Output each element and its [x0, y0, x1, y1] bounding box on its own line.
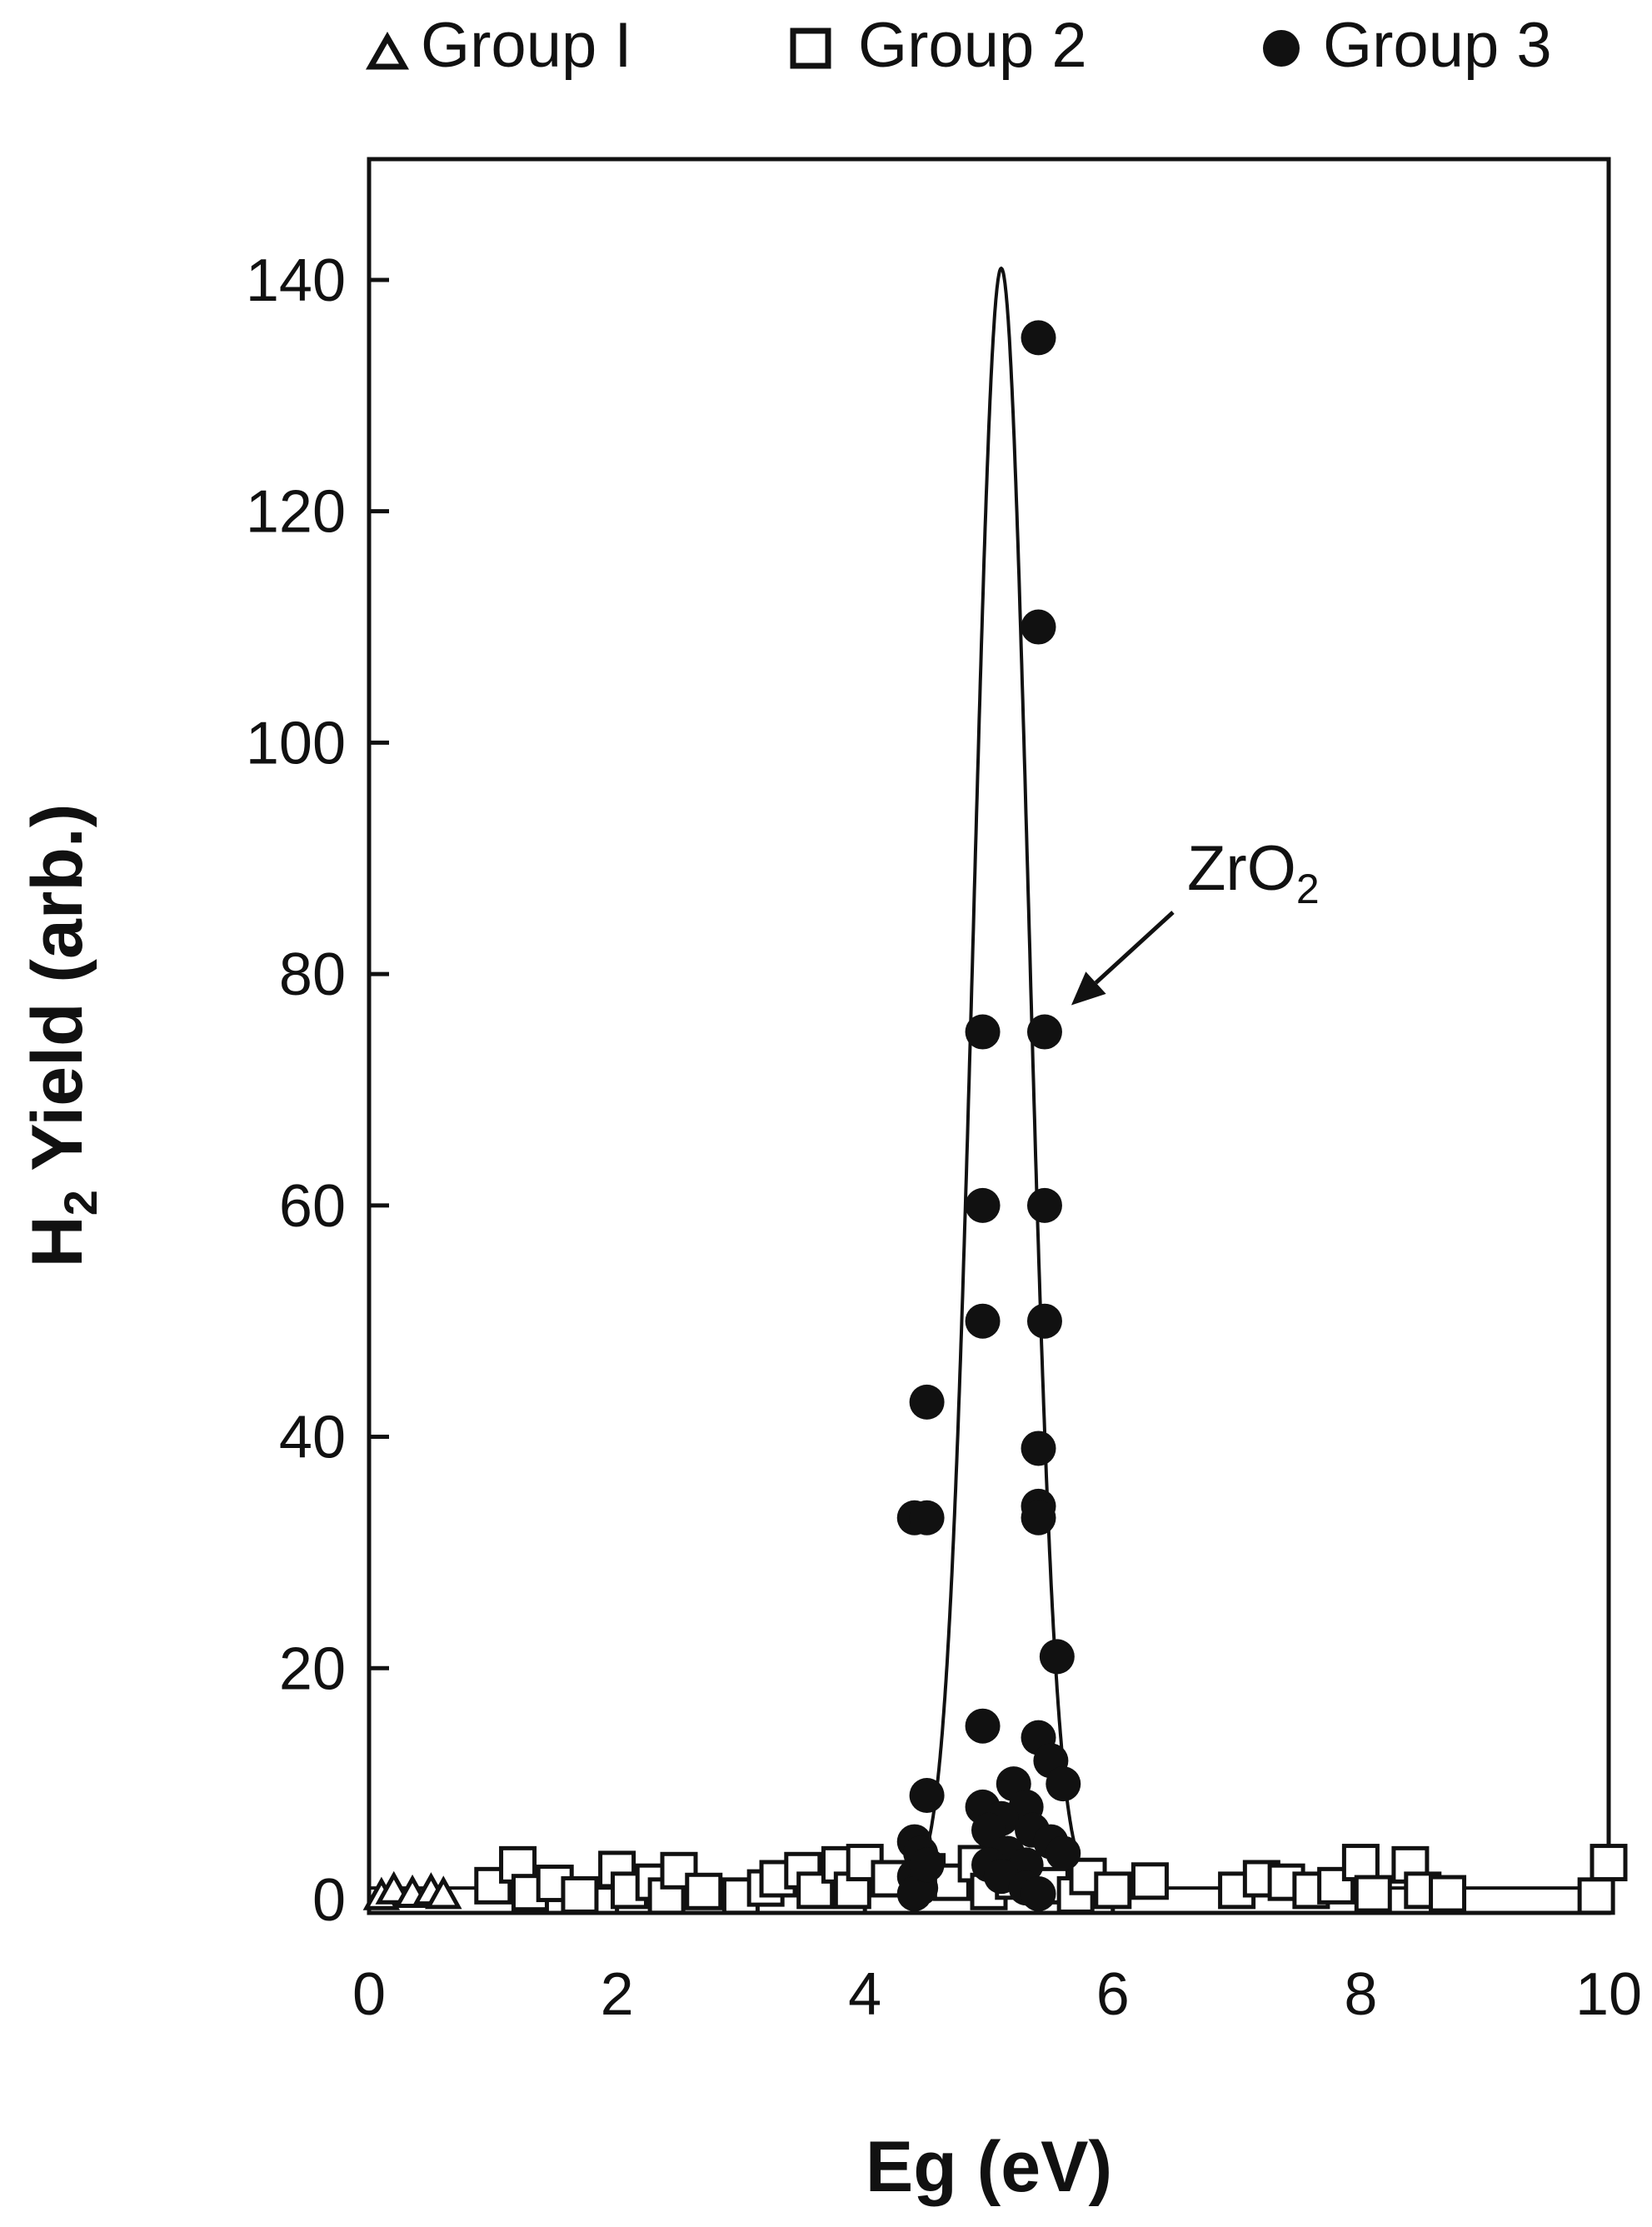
- group-3-point: [965, 1014, 1001, 1050]
- group-3-point: [1026, 1303, 1062, 1339]
- y-tick-label: 100: [246, 710, 346, 776]
- x-tick-label: 10: [1575, 1961, 1642, 2028]
- group-3-point: [1021, 1500, 1056, 1535]
- group-3-point: [1046, 1766, 1081, 1802]
- y-tick-label: 0: [312, 1867, 346, 1934]
- x-tick-label: 0: [352, 1961, 386, 2028]
- group-2-point: [685, 1872, 723, 1910]
- group-3-point: [909, 1384, 945, 1420]
- fit-curve-layer: [840, 266, 1163, 1890]
- group-3-point: [896, 1876, 932, 1912]
- y-tick-label: 80: [279, 941, 346, 1008]
- group-3-point: [965, 1187, 1001, 1223]
- group-3-point: [1021, 1876, 1056, 1912]
- annotation-label: ZrO2: [1187, 833, 1320, 912]
- group-2-point: [1577, 1877, 1615, 1915]
- group-3-point: [1021, 609, 1056, 645]
- plot-frame: [367, 157, 1611, 1915]
- annotation-arrow-head-icon: [1071, 971, 1106, 1006]
- group-2-point: [1354, 1875, 1392, 1913]
- y-tick-label: 40: [279, 1405, 346, 1471]
- y-axis-ticks: 0 20 40 60 80 100 120 140: [246, 247, 389, 1934]
- y-tick-label: 20: [279, 1635, 346, 1702]
- legend-item-group-1: Group I: [365, 10, 631, 81]
- legend-item-group-3: Group 3: [1263, 10, 1552, 81]
- x-tick-label: 4: [848, 1961, 881, 2028]
- y-axis-label: H2 Yield (arb.): [17, 804, 107, 1268]
- y-tick-label: 60: [279, 1173, 346, 1240]
- group-2-point: [1317, 1866, 1355, 1905]
- group-1-point: [425, 1875, 462, 1910]
- legend-label-group-3: Group 3: [1323, 10, 1552, 81]
- group-3-point: [1021, 320, 1056, 356]
- y-tick-label: 120: [246, 479, 346, 546]
- group-3-point: [1021, 1431, 1056, 1466]
- legend: Group I Group 2 Group 3: [365, 10, 1552, 81]
- y-axis-label-suffix: Yield (arb.): [17, 804, 97, 1191]
- x-tick-label: 2: [601, 1961, 634, 2028]
- group-2-point: [1094, 1871, 1132, 1910]
- group-2-point: [1130, 1862, 1169, 1900]
- legend-label-group-1: Group I: [421, 10, 631, 81]
- fit-curve-line: [840, 266, 1163, 1890]
- x-axis-ticks: 0 2 4 6 8 10: [352, 1895, 1642, 2028]
- group-3-point: [909, 1847, 945, 1883]
- x-axis-label: Eg (eV): [866, 2127, 1112, 2207]
- annotation-label-sub: 2: [1296, 866, 1320, 912]
- group-2-point: [1429, 1875, 1467, 1913]
- legend-label-group-2: Group 2: [858, 10, 1087, 81]
- group-3-point: [909, 1778, 945, 1814]
- group-3-point: [1039, 1639, 1075, 1675]
- data-points-layer: [362, 320, 1628, 1915]
- group-3-point: [1046, 1835, 1081, 1871]
- annotation-zro2: ZrO2: [1071, 833, 1320, 1006]
- group-3-point: [965, 1708, 1001, 1744]
- group-2-point: [1341, 1844, 1380, 1882]
- legend-circle-icon: [1263, 30, 1300, 67]
- group-2-point: [1590, 1844, 1628, 1882]
- group-3-point: [909, 1500, 945, 1535]
- legend-triangle-icon: [365, 31, 410, 70]
- group-3-point: [965, 1303, 1001, 1339]
- y-axis-label-prefix: H: [17, 1216, 97, 1267]
- x-tick-label: 6: [1096, 1961, 1130, 2028]
- group-3-point: [1026, 1187, 1062, 1223]
- legend-item-group-2: Group 2: [790, 10, 1087, 81]
- annotation-arrow-line: [1094, 911, 1175, 985]
- group-3-point: [1026, 1014, 1062, 1050]
- group-2-point: [561, 1875, 599, 1914]
- annotation-label-prefix: ZrO: [1187, 833, 1296, 904]
- y-axis-label-sub: 2: [54, 1190, 107, 1216]
- group-2-point: [474, 1866, 512, 1905]
- x-tick-label: 8: [1344, 1961, 1377, 2028]
- y-tick-label: 140: [246, 247, 346, 314]
- legend-square-icon: [790, 27, 831, 69]
